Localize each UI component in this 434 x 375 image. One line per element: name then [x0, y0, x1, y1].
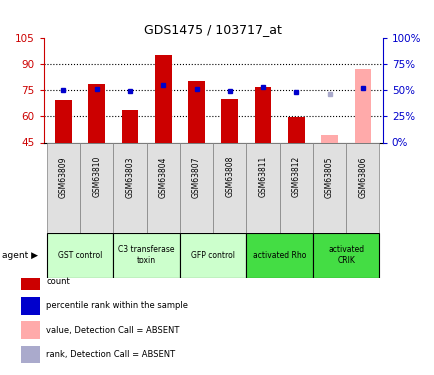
Bar — [246, 232, 312, 278]
Title: GDS1475 / 103717_at: GDS1475 / 103717_at — [144, 23, 281, 36]
Text: percentile rank within the sample: percentile rank within the sample — [46, 301, 188, 310]
Bar — [155, 55, 171, 142]
Bar — [287, 117, 304, 142]
Text: GFP control: GFP control — [191, 251, 235, 260]
Text: C3 transferase
toxin: C3 transferase toxin — [118, 245, 174, 265]
Text: GSM63812: GSM63812 — [291, 156, 300, 197]
Bar — [312, 232, 378, 278]
Bar — [246, 142, 279, 232]
Text: GSM63803: GSM63803 — [125, 156, 134, 198]
Bar — [345, 142, 378, 232]
Bar — [113, 232, 180, 278]
Text: GSM63805: GSM63805 — [324, 156, 333, 198]
Text: GSM63807: GSM63807 — [191, 156, 201, 198]
Bar — [312, 142, 345, 232]
Bar — [21, 297, 40, 315]
Text: GSM63804: GSM63804 — [158, 156, 168, 198]
Bar — [21, 346, 40, 363]
Text: GSM63806: GSM63806 — [358, 156, 366, 198]
Bar — [180, 142, 213, 232]
Bar — [21, 321, 40, 339]
Bar — [80, 142, 113, 232]
Bar — [354, 69, 370, 142]
Bar — [146, 142, 180, 232]
Text: GSM63808: GSM63808 — [225, 156, 234, 197]
Bar — [21, 273, 40, 290]
Bar — [213, 142, 246, 232]
Bar — [180, 232, 246, 278]
Text: count: count — [46, 277, 70, 286]
Bar — [254, 87, 271, 142]
Bar — [321, 135, 337, 142]
Text: rank, Detection Call = ABSENT: rank, Detection Call = ABSENT — [46, 350, 175, 359]
Bar — [188, 81, 204, 142]
Bar — [221, 99, 237, 142]
Text: activated
CRIK: activated CRIK — [327, 245, 363, 265]
Text: GST control: GST control — [58, 251, 102, 260]
Text: activated Rho: activated Rho — [253, 251, 306, 260]
Text: GSM63811: GSM63811 — [258, 156, 267, 197]
Text: agent ▶: agent ▶ — [2, 251, 38, 260]
Text: value, Detection Call = ABSENT: value, Detection Call = ABSENT — [46, 326, 179, 334]
Bar — [88, 84, 105, 142]
Bar — [113, 142, 146, 232]
Text: GSM63810: GSM63810 — [92, 156, 101, 197]
Bar — [122, 110, 138, 142]
Text: GSM63809: GSM63809 — [59, 156, 68, 198]
Bar — [55, 100, 72, 142]
Bar — [47, 232, 113, 278]
Bar — [47, 142, 80, 232]
Bar — [279, 142, 312, 232]
